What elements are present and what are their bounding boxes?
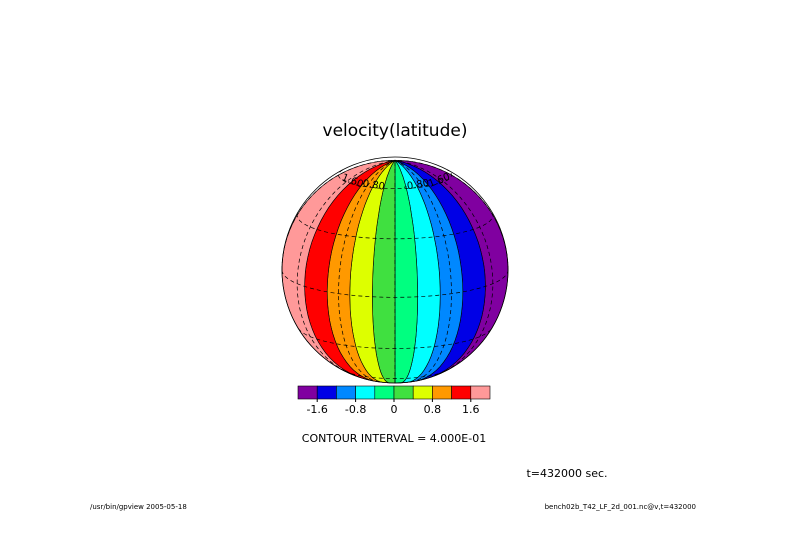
globe (281, 156, 509, 384)
parallel (344, 370, 446, 379)
contour-label: -0.80 (403, 178, 430, 193)
colorbar-cell (355, 385, 376, 400)
parallel (281, 269, 509, 298)
meridian (394, 160, 494, 375)
colorbar-cell (374, 385, 395, 400)
colorbar-tick-label: 1.6 (462, 403, 480, 416)
colorbar-tick-label: 0.8 (424, 403, 442, 416)
colorbar-cell (412, 385, 433, 400)
contour-label: 0.80 (362, 178, 386, 192)
colorbar-cell (451, 385, 472, 400)
footer-left: /usr/bin/gpview 2005-05-18 (90, 503, 187, 511)
parallel (296, 213, 494, 240)
colorbar-cell (316, 385, 337, 400)
globe-outline (281, 156, 509, 384)
time-label: t=432000 sec. (526, 467, 607, 480)
colorbar-cell (297, 385, 318, 400)
colorbar-tick-label: -0.8 (345, 403, 366, 416)
colorbar-tick-label: 0 (391, 403, 398, 416)
parallel (298, 328, 492, 349)
colorbar-cell (432, 385, 452, 400)
meridian (338, 160, 396, 383)
meridian (296, 160, 396, 375)
colorbar-tick-label: -1.6 (306, 403, 327, 416)
colorbar-cell (393, 385, 414, 400)
contour-interval: CONTOUR INTERVAL = 4.000E-01 (302, 432, 486, 445)
chart-title: velocity(latitude) (323, 121, 468, 141)
meridian (394, 160, 452, 383)
colorbar-cell (336, 385, 356, 400)
footer-right: bench02b_T42_LF_2d_001.nc@v,t=432000 (545, 503, 696, 511)
colorbar-cell (470, 385, 491, 400)
